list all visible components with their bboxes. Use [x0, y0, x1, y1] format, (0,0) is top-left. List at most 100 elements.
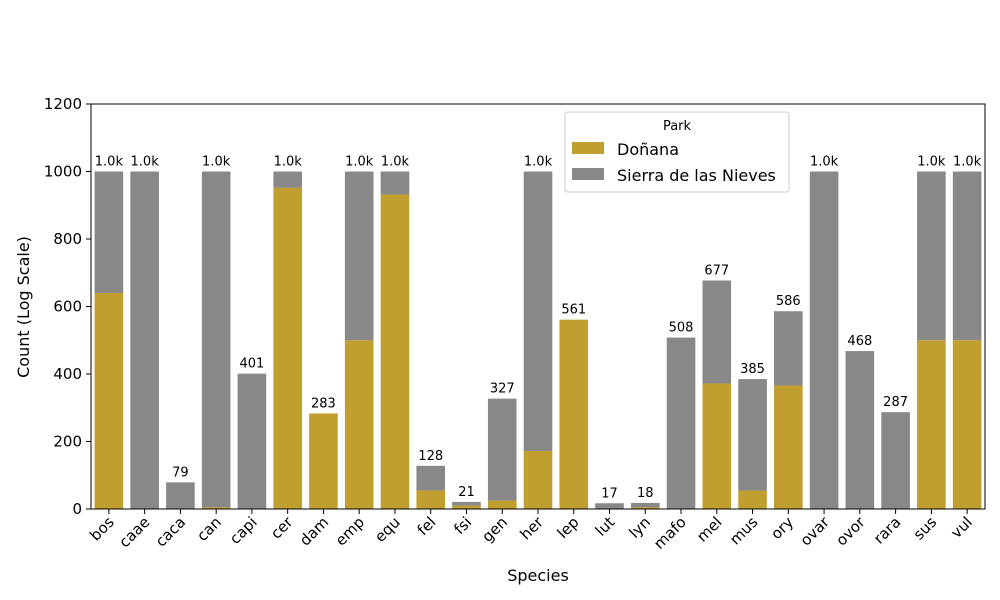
- x-tick-label-fel: fel: [414, 513, 440, 539]
- x-tick-label-fsi: fsi: [450, 513, 475, 538]
- x-tick-label-caae: caae: [115, 513, 153, 551]
- bar-lep-donana: [559, 319, 589, 509]
- bar-cer-sierra: [273, 171, 302, 188]
- total-label-gen: 327: [490, 382, 515, 397]
- y-tick-label-1200: 1200: [44, 95, 82, 113]
- total-label-mafo: 508: [669, 321, 694, 336]
- total-label-fel: 128: [418, 449, 443, 464]
- y-tick-label-400: 400: [53, 365, 82, 383]
- bar-ovar-sierra: [809, 171, 839, 509]
- bar-emp-sierra: [344, 171, 374, 341]
- x-tick-label-emp: emp: [332, 513, 368, 549]
- x-tick-label-gen: gen: [478, 513, 511, 546]
- legend: Park Doñana Sierra de las Nieves: [564, 111, 790, 193]
- bar-her-sierra: [523, 171, 553, 451]
- x-tick-label-rara: rara: [870, 513, 904, 547]
- x-tick-label-ovar: ovar: [797, 513, 834, 550]
- y-tick-label-800: 800: [53, 230, 82, 248]
- bar-fsi-sierra: [452, 501, 481, 506]
- bar-can-donana: [201, 507, 231, 509]
- bar-gen-donana: [487, 500, 517, 509]
- bar-cer-donana: [273, 187, 302, 509]
- bar-equ-donana: [380, 194, 410, 509]
- x-tick-label-cer: cer: [267, 513, 297, 543]
- total-label-bos: 1.0k: [95, 155, 124, 170]
- total-label-dam: 283: [311, 396, 336, 411]
- total-label-lep: 561: [561, 303, 586, 318]
- total-label-caae: 1.0k: [131, 155, 160, 170]
- total-label-lyn: 18: [637, 486, 654, 501]
- total-label-emp: 1.0k: [345, 155, 374, 170]
- x-tick-label-mel: mel: [693, 513, 726, 546]
- total-label-vul: 1.0k: [953, 155, 982, 170]
- bar-sus-donana: [917, 340, 946, 509]
- legend-label-donana: Doñana: [617, 140, 679, 159]
- total-label-ory: 586: [776, 294, 801, 309]
- y-axis-title: Count (Log Scale): [14, 236, 33, 378]
- x-tick-label-capi: capi: [226, 513, 261, 548]
- total-label-her: 1.0k: [524, 155, 553, 170]
- x-tick-label-lep: lep: [554, 513, 583, 542]
- bar-gen-sierra: [487, 398, 517, 501]
- x-tick-label-ovor: ovor: [832, 513, 869, 550]
- bar-caae-sierra: [130, 171, 159, 509]
- bar-mus-sierra: [738, 379, 767, 491]
- total-label-ovor: 468: [847, 334, 872, 349]
- total-label-fsi: 21: [458, 485, 475, 500]
- bar-vul-donana: [952, 340, 982, 509]
- bar-mafo-sierra: [666, 337, 696, 509]
- bar-ovor-sierra: [845, 351, 875, 509]
- bar-bos-donana: [94, 293, 124, 509]
- x-tick-label-lut: lut: [592, 513, 619, 540]
- bar-mus-donana: [738, 490, 767, 509]
- y-tick-label-0: 0: [72, 500, 82, 518]
- bar-lyn-sierra: [630, 502, 660, 508]
- x-tick-label-dam: dam: [296, 513, 332, 549]
- bar-fel-donana: [416, 490, 446, 509]
- total-label-capi: 401: [240, 357, 265, 372]
- bar-emp-donana: [344, 340, 374, 509]
- legend-label-sierra: Sierra de las Nieves: [617, 166, 776, 185]
- bar-can-sierra: [201, 171, 231, 508]
- bar-mel-donana: [702, 383, 732, 509]
- bar-caca-sierra: [166, 482, 195, 509]
- total-label-mus: 385: [740, 362, 765, 377]
- total-label-rara: 287: [883, 395, 908, 410]
- plot-frame: [90, 103, 986, 510]
- total-label-equ: 1.0k: [381, 155, 410, 170]
- bar-lut-sierra: [595, 503, 624, 509]
- bar-ory-donana: [774, 385, 803, 509]
- bar-lyn-donana: [630, 507, 660, 509]
- x-tick-label-can: can: [193, 513, 225, 545]
- total-label-mel: 677: [704, 264, 729, 279]
- total-label-lut: 17: [601, 486, 618, 501]
- bars-layer: [94, 171, 982, 510]
- y-tick-label-200: 200: [53, 433, 82, 451]
- bar-sus-sierra: [917, 171, 946, 341]
- x-tick-label-mus: mus: [726, 513, 761, 548]
- total-label-ovar: 1.0k: [810, 155, 839, 170]
- legend-swatch-donana: [572, 142, 604, 154]
- total-label-caca: 79: [172, 465, 189, 480]
- bar-fel-sierra: [416, 465, 446, 491]
- bar-equ-sierra: [380, 171, 410, 195]
- x-tick-label-equ: equ: [371, 513, 404, 546]
- x-tick-label-ory: ory: [767, 513, 797, 543]
- x-axis-title: Species: [507, 566, 569, 585]
- total-labels-layer: 1.0k 1.0k 79 1.0k 401 1.0k 283 1.0k 1.0k 128 21 327…: [95, 155, 982, 502]
- bar-ory-sierra: [774, 311, 803, 386]
- bar-vul-sierra: [952, 171, 982, 341]
- y-axis: 0 200 400 600 800 1000 1200: [44, 95, 91, 518]
- bar-her-donana: [523, 450, 553, 509]
- y-tick-label-1000: 1000: [44, 163, 82, 181]
- bar-dam-donana: [309, 413, 338, 509]
- legend-title: Park: [663, 119, 692, 134]
- bar-rara-sierra: [881, 412, 910, 509]
- legend-swatch-sierra: [572, 168, 604, 180]
- bar-bos-sierra: [94, 171, 124, 293]
- legend-box: [564, 111, 790, 193]
- x-tick-label-her: her: [516, 513, 547, 544]
- bar-fsi-donana: [452, 505, 481, 510]
